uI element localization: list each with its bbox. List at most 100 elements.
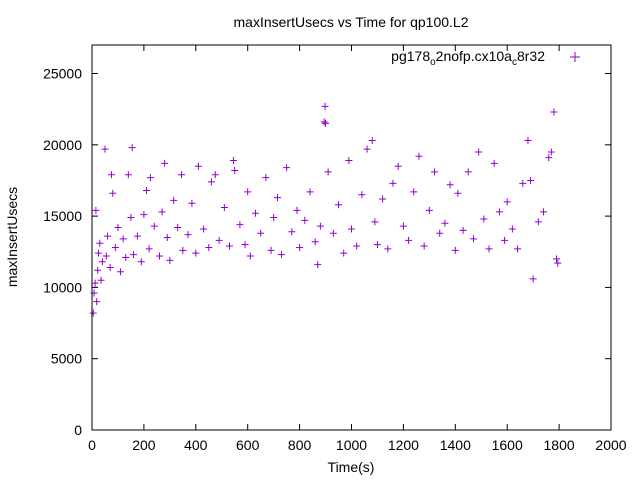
data-point: [140, 211, 148, 219]
x-tick-label: 200: [132, 437, 156, 453]
data-point: [469, 235, 477, 243]
data-point: [96, 239, 104, 247]
data-point: [133, 232, 141, 240]
data-point: [446, 181, 454, 189]
data-point: [534, 218, 542, 226]
data-point: [296, 243, 304, 251]
data-point: [389, 179, 397, 187]
data-point: [384, 245, 392, 253]
data-point: [262, 174, 270, 182]
x-tick-label: 0: [88, 437, 96, 453]
y-tick-label: 25000: [43, 66, 82, 82]
data-point: [150, 222, 158, 230]
y-tick-label: 10000: [43, 279, 82, 295]
data-point: [94, 249, 102, 257]
data-point: [236, 221, 244, 229]
data-point: [554, 259, 562, 267]
data-point: [353, 242, 361, 250]
data-point: [226, 242, 234, 250]
data-point: [184, 231, 192, 239]
x-axis-label: Time(s): [328, 459, 375, 475]
x-tick-label: 800: [288, 437, 312, 453]
data-point: [188, 199, 196, 207]
data-point: [368, 137, 376, 145]
data-point: [379, 195, 387, 203]
data-points: [89, 102, 562, 317]
data-point: [415, 152, 423, 160]
x-tick-label: 1600: [492, 437, 523, 453]
data-point: [170, 196, 178, 204]
data-point: [101, 145, 109, 153]
data-point: [420, 242, 428, 250]
data-point: [111, 243, 119, 251]
data-point: [166, 256, 174, 264]
data-point: [320, 118, 328, 126]
data-point: [174, 224, 182, 232]
data-point: [128, 144, 136, 152]
chart-title: maxInsertUsecs vs Time for qp100.L2: [234, 14, 469, 30]
data-point: [145, 245, 153, 253]
data-point: [207, 178, 215, 186]
data-point: [529, 275, 537, 283]
data-point: [373, 241, 381, 249]
data-point: [107, 171, 115, 179]
data-point: [540, 208, 548, 216]
data-point: [394, 162, 402, 170]
data-point: [93, 298, 101, 306]
data-point: [283, 164, 291, 172]
data-point: [503, 198, 511, 206]
y-axis-label: maxInsertUsecs: [4, 187, 20, 287]
x-tick-label: 1800: [544, 437, 575, 453]
data-point: [114, 224, 122, 232]
data-point: [91, 279, 99, 287]
data-point: [527, 176, 535, 184]
data-point: [405, 236, 413, 244]
data-point: [205, 243, 213, 251]
data-point: [425, 206, 433, 214]
data-point: [436, 229, 444, 237]
data-point: [89, 309, 97, 317]
data-point: [194, 162, 202, 170]
y-tick-label: 0: [74, 422, 82, 438]
y-tick-label: 20000: [43, 137, 82, 153]
data-point: [231, 166, 239, 174]
legend-marker: [570, 52, 580, 62]
data-point: [270, 214, 278, 222]
data-point: [127, 214, 135, 222]
data-point: [117, 268, 125, 276]
data-point: [192, 249, 200, 257]
data-point: [267, 246, 275, 254]
data-point: [480, 215, 488, 223]
data-point: [178, 171, 186, 179]
data-point: [490, 159, 498, 167]
legend-label: pg178o2nofp.cx10ac8r32: [391, 48, 545, 68]
data-point: [524, 137, 532, 145]
data-point: [475, 148, 483, 156]
x-tick-label: 2000: [595, 437, 626, 453]
data-point: [257, 229, 265, 237]
x-tick-label: 1200: [388, 437, 419, 453]
data-point: [363, 145, 371, 153]
data-point: [277, 251, 285, 259]
data-point: [179, 246, 187, 254]
data-point: [316, 222, 324, 230]
axis-ticks: 0 200 400 600 800 1000 1200 1400 1600 1800 2000050…: [43, 45, 627, 453]
data-point: [211, 171, 219, 179]
data-point: [119, 235, 127, 243]
data-point: [454, 189, 462, 197]
data-point: [545, 154, 553, 162]
data-point: [142, 186, 150, 194]
data-point: [155, 252, 163, 260]
data-point: [293, 206, 301, 214]
data-point: [98, 258, 106, 266]
data-point: [244, 188, 252, 196]
data-point: [124, 171, 132, 179]
data-point: [501, 236, 509, 244]
data-point: [122, 253, 130, 261]
x-tick-label: 400: [184, 437, 208, 453]
data-point: [314, 261, 322, 269]
data-point: [519, 179, 527, 187]
data-point: [161, 159, 169, 167]
data-point: [508, 225, 516, 233]
data-point: [335, 201, 343, 209]
